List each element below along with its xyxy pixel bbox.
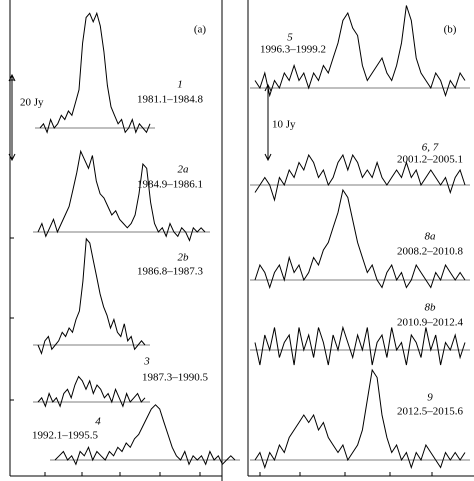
- series-name: 9: [427, 392, 433, 404]
- spectrum: [37, 375, 146, 408]
- series-name: 2a: [178, 164, 190, 176]
- series-name: 8b: [425, 302, 437, 314]
- spectrum: [254, 325, 466, 366]
- spectrum: [254, 153, 466, 202]
- series-period: 1987.3–1990.5: [142, 372, 209, 384]
- series-period: 2012.5–2015.6: [397, 406, 464, 418]
- series-name: 2b: [178, 252, 190, 264]
- scale-label: 10 Jy: [272, 119, 296, 131]
- spectrum: [37, 149, 206, 242]
- spectrum: [254, 188, 466, 290]
- series-period: 1992.1–1995.5: [32, 430, 99, 442]
- frame: [9, 0, 474, 481]
- series-name: 1: [177, 79, 183, 91]
- spectrum: [254, 5, 466, 98]
- scale-arrow: [8, 73, 16, 162]
- series-period: 1986.8–1987.3: [137, 266, 204, 278]
- series-name: 8a: [425, 231, 437, 243]
- series-period: 2008.2–2010.8: [397, 246, 464, 258]
- series-period: 1996.3–1999.2: [260, 44, 326, 56]
- panel-label: (a): [194, 24, 207, 36]
- series-period: 2001.2–2005.1: [397, 154, 463, 166]
- spectrum: [254, 368, 466, 470]
- series-name: 4: [95, 416, 101, 428]
- series-name: 6, 7: [422, 142, 439, 154]
- scale-label: 20 Jy: [20, 97, 44, 109]
- scale-arrow: [264, 83, 272, 162]
- series-period: 1981.1–1984.8: [137, 94, 204, 106]
- spectrum: [54, 404, 236, 466]
- spectrum: [37, 237, 146, 356]
- series-period: 1984.9–1986.1: [137, 179, 203, 191]
- series-name: 3: [143, 356, 150, 368]
- series-name: 5: [287, 32, 293, 44]
- series-period: 2010.9–2012.4: [397, 317, 464, 329]
- spectrum: [39, 11, 151, 134]
- panel-label: (b): [444, 24, 457, 36]
